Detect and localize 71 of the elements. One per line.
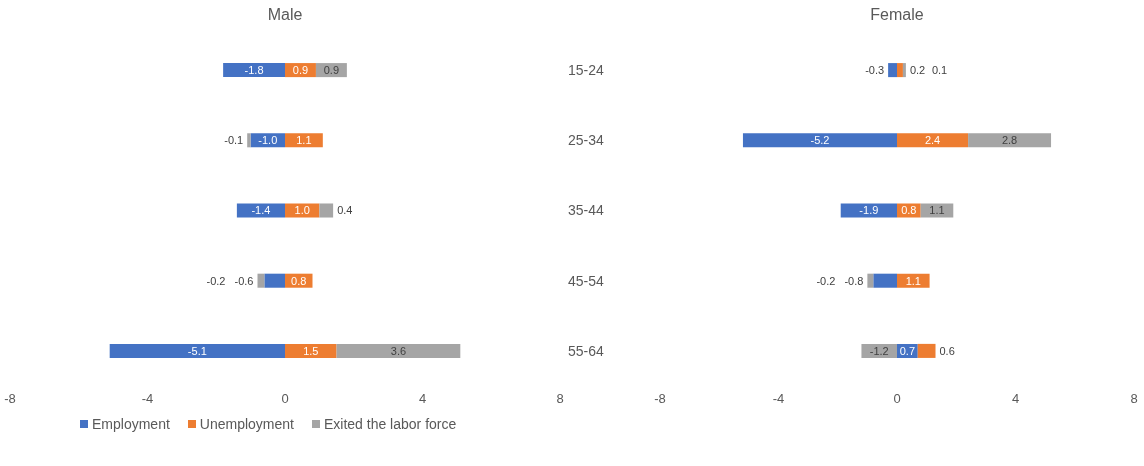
data-label: -1.8: [244, 63, 264, 76]
data-label: 1.1: [905, 274, 921, 287]
data-label: 2.8: [1001, 134, 1018, 147]
data-label: 1.5: [303, 344, 319, 357]
x-tick-label: 0: [281, 391, 289, 407]
bar: [902, 63, 906, 78]
bar: [917, 343, 936, 358]
bar: [873, 273, 897, 288]
data-label: 0.2: [909, 63, 926, 76]
y-tick-label: 15-24: [568, 62, 605, 79]
data-label: -5.1: [187, 344, 207, 357]
y-tick-label: 35-44: [568, 202, 605, 219]
chart-title: Female: [869, 5, 925, 25]
data-label: -1.0: [258, 134, 278, 147]
bar: [897, 133, 969, 148]
data-label: -0.6: [234, 274, 254, 287]
data-label: -1.4: [251, 204, 271, 217]
bar: [968, 133, 1052, 148]
bar: [285, 133, 323, 148]
y-tick-label: 45-54: [568, 272, 605, 289]
bar: [109, 343, 285, 358]
x-tick-label: 0: [893, 391, 901, 407]
data-label: 0.1: [931, 63, 948, 76]
y-tick-label: 25-34: [568, 132, 605, 149]
data-label: -5.2: [810, 134, 830, 147]
data-label: 0.8: [291, 274, 307, 287]
data-label: 0.9: [323, 63, 340, 76]
data-label: 0.6: [939, 344, 955, 357]
bar: [319, 203, 334, 218]
data-label: -0.3: [865, 63, 885, 76]
data-label: -0.2: [206, 274, 226, 287]
y-tick-label: 55-64: [568, 342, 605, 359]
x-tick-label: 4: [1011, 391, 1020, 407]
legend-label: Employment: [91, 416, 170, 432]
data-label: -0.8: [844, 274, 864, 287]
data-label: 2.4: [924, 134, 941, 147]
data-label: 0.8: [901, 204, 917, 217]
bar: [867, 273, 874, 288]
data-label: 0.9: [292, 63, 309, 76]
bar: [285, 203, 320, 218]
x-tick-label: 8: [556, 391, 564, 407]
data-label: 3.6: [390, 344, 407, 357]
x-tick-label: -8: [654, 391, 666, 407]
bar: [264, 273, 285, 288]
data-label: 1.1: [296, 134, 312, 147]
data-label: 0.4: [337, 204, 353, 217]
x-tick-label: -8: [4, 391, 16, 407]
data-label: 1.0: [294, 204, 310, 217]
bar: [840, 203, 897, 218]
x-tick-label: -4: [141, 391, 154, 407]
bar: [920, 203, 954, 218]
bar: [247, 133, 251, 148]
data-label: -1.2: [869, 344, 889, 357]
bar: [285, 343, 337, 358]
data-label: 0.7: [899, 344, 916, 357]
bar: [236, 203, 285, 218]
legend-label: Unemployment: [198, 416, 294, 432]
bar: [888, 63, 897, 78]
legend-label: Exited the labor force: [322, 416, 457, 432]
x-tick-label: -4: [772, 391, 785, 407]
data-label: 1.1: [929, 204, 945, 217]
chart-title: Male: [266, 5, 304, 25]
data-label: -0.2: [816, 274, 836, 287]
bar: [223, 63, 285, 78]
x-tick-label: 4: [418, 391, 427, 407]
bar: [336, 343, 461, 358]
bar: [742, 133, 897, 148]
x-tick-label: 8: [1130, 391, 1138, 407]
data-label: -1.9: [859, 204, 879, 217]
bar: [897, 63, 903, 78]
data-label: -0.1: [224, 134, 244, 147]
